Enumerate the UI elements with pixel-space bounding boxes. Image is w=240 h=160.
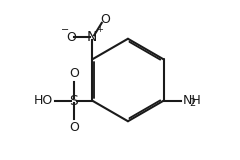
Text: O: O: [67, 31, 77, 44]
Text: −: −: [61, 25, 69, 35]
Text: +: +: [96, 25, 102, 34]
Text: S: S: [70, 94, 78, 108]
Text: O: O: [69, 121, 79, 134]
Text: O: O: [100, 13, 110, 26]
Text: N: N: [87, 30, 97, 44]
Text: HO: HO: [34, 94, 53, 107]
Text: 2: 2: [189, 98, 196, 108]
Text: O: O: [69, 67, 79, 80]
Text: NH: NH: [183, 94, 201, 107]
